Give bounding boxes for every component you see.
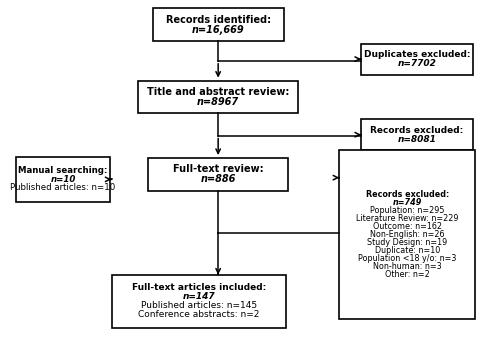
FancyBboxPatch shape bbox=[112, 275, 286, 328]
Text: Population <18 y/o: n=3: Population <18 y/o: n=3 bbox=[358, 254, 456, 263]
Text: Manual searching:: Manual searching: bbox=[18, 166, 108, 175]
Text: Study Design: n=19: Study Design: n=19 bbox=[367, 238, 448, 247]
Text: n=886: n=886 bbox=[200, 174, 236, 184]
FancyBboxPatch shape bbox=[16, 157, 110, 202]
Text: Outcome: n=162: Outcome: n=162 bbox=[372, 222, 442, 231]
Text: Non-human: n=3: Non-human: n=3 bbox=[373, 262, 442, 271]
Text: Records excluded:: Records excluded: bbox=[370, 126, 464, 135]
Text: Records identified:: Records identified: bbox=[166, 15, 270, 25]
FancyBboxPatch shape bbox=[361, 119, 472, 150]
Text: Population: n=295: Population: n=295 bbox=[370, 206, 444, 215]
Text: n=147: n=147 bbox=[182, 292, 215, 302]
Text: n=749: n=749 bbox=[392, 198, 422, 207]
FancyBboxPatch shape bbox=[148, 158, 288, 190]
FancyBboxPatch shape bbox=[340, 150, 475, 318]
Text: Full-text articles included:: Full-text articles included: bbox=[132, 284, 266, 293]
Text: Duplicates excluded:: Duplicates excluded: bbox=[364, 50, 470, 59]
Text: Non-English: n=26: Non-English: n=26 bbox=[370, 230, 444, 239]
Text: n=8081: n=8081 bbox=[398, 135, 436, 144]
Text: Published articles: n=10: Published articles: n=10 bbox=[10, 184, 116, 193]
Text: n=8967: n=8967 bbox=[197, 97, 239, 107]
Text: Published articles: n=145: Published articles: n=145 bbox=[140, 301, 257, 310]
Text: Conference abstracts: n=2: Conference abstracts: n=2 bbox=[138, 310, 260, 319]
Text: Title and abstract review:: Title and abstract review: bbox=[147, 87, 290, 97]
Text: n=10: n=10 bbox=[50, 175, 76, 184]
Text: Full-text review:: Full-text review: bbox=[173, 165, 264, 175]
Text: n=7702: n=7702 bbox=[398, 59, 436, 68]
Text: Other: n=2: Other: n=2 bbox=[385, 270, 430, 279]
Text: Literature Review: n=229: Literature Review: n=229 bbox=[356, 214, 458, 223]
Text: Records excluded:: Records excluded: bbox=[366, 190, 449, 199]
FancyBboxPatch shape bbox=[152, 8, 284, 41]
FancyBboxPatch shape bbox=[138, 81, 298, 113]
Text: n=16,669: n=16,669 bbox=[192, 24, 244, 34]
FancyBboxPatch shape bbox=[361, 44, 472, 75]
Text: Duplicate: n=10: Duplicate: n=10 bbox=[374, 246, 440, 255]
